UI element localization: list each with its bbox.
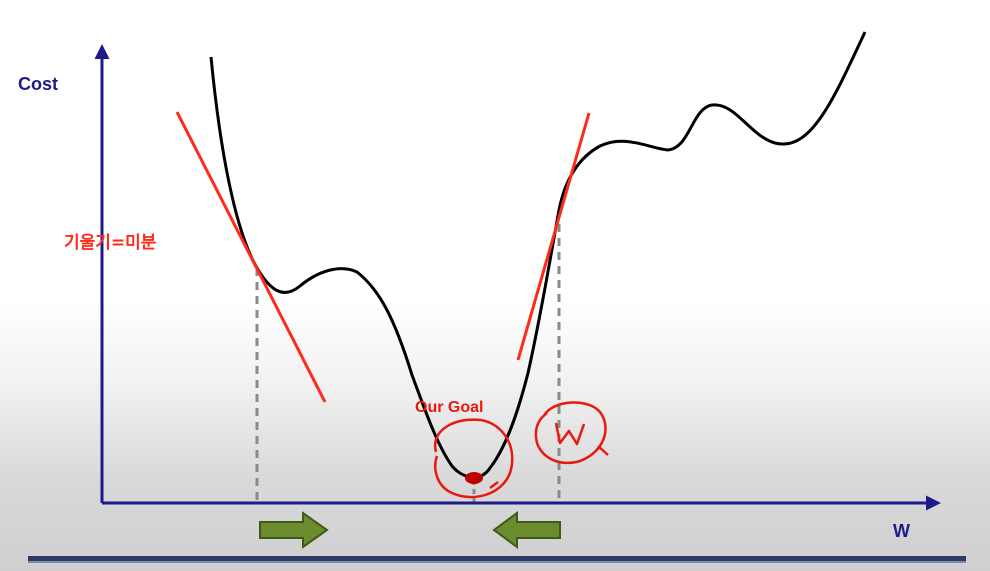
goal-label: Our Goal: [415, 399, 483, 416]
handdrawn-goal-tick: [489, 481, 499, 489]
right-tangent-line: [516, 112, 591, 361]
cost-curve: [209, 31, 867, 479]
left-tangent-line: [175, 111, 327, 403]
slope-label: 기울기=미분: [64, 233, 157, 253]
handwritten-w-mark: [534, 401, 609, 465]
arrow-right-icon: [259, 511, 329, 549]
minimum-point: [465, 472, 483, 484]
handdrawn-goal-circle: [433, 418, 514, 499]
bottom-bar-highlight: [28, 561, 966, 563]
bottom-bar: [28, 556, 966, 561]
y-axis-label: Cost: [18, 74, 58, 94]
arrow-left-icon: [492, 511, 561, 549]
x-axis-label: W: [893, 521, 910, 541]
